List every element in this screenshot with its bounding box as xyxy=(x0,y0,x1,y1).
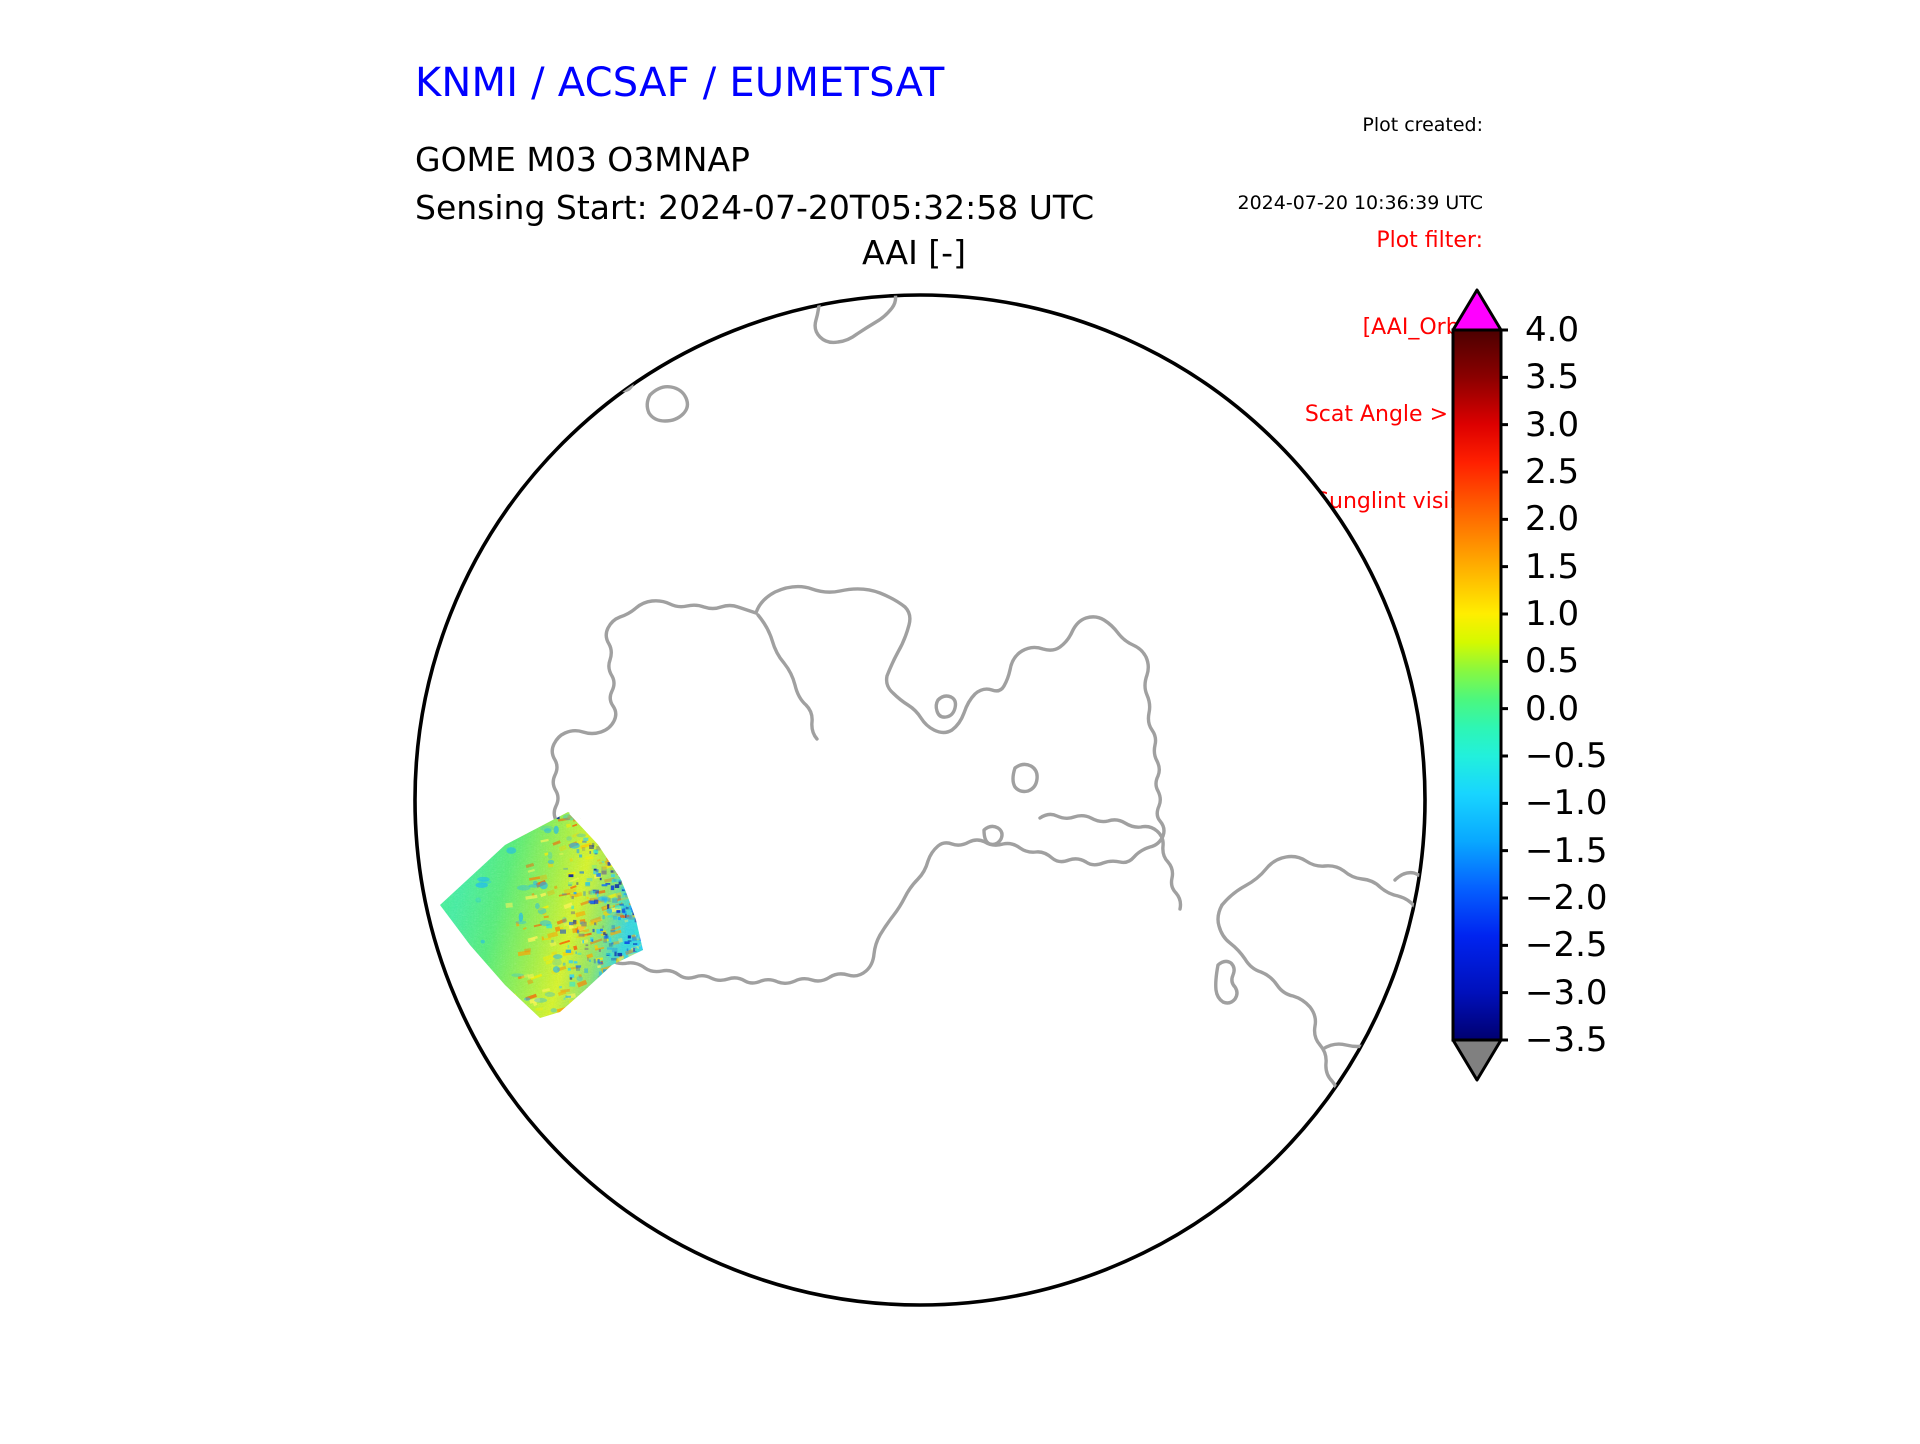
colorbar-over-arrow xyxy=(1451,288,1503,332)
coastline-antarctica xyxy=(550,584,1166,985)
colorbar-tick-label: 4.0 xyxy=(1525,310,1580,350)
colorbar-tick-label: 3.5 xyxy=(1525,357,1580,398)
coastline-island-small-a xyxy=(982,824,1004,847)
organisation-title: KNMI / ACSAF / EUMETSAT xyxy=(415,60,945,106)
colorbar-tick-label: 2.5 xyxy=(1525,452,1580,492)
colorbar-tick-label: 1.0 xyxy=(1525,594,1580,634)
coastline-new-zealand-south xyxy=(813,295,899,345)
colorbar-body xyxy=(1451,328,1503,1042)
colorbar-tick-label: −3.0 xyxy=(1525,972,1608,1013)
coastline-antarctic-peninsula xyxy=(1038,812,1183,911)
colorbar-under-arrow xyxy=(1451,1038,1503,1082)
colorbar-svg xyxy=(1451,288,1518,1082)
colorbar-tick-label: −0.5 xyxy=(1525,736,1608,776)
colorbar-tick-label: −2.5 xyxy=(1525,925,1608,966)
colorbar-tick-label: 3.0 xyxy=(1525,404,1580,445)
coastline-falklands xyxy=(1214,959,1239,1005)
quantity-title: AAI [-] xyxy=(862,233,966,272)
plot-filter-title: Plot filter: xyxy=(1376,228,1483,253)
colorbar-tick-label: 0.0 xyxy=(1525,688,1580,729)
coastline-tasmania xyxy=(645,384,690,423)
colorbar-tick-label: 2.0 xyxy=(1525,499,1580,540)
coastline-island-alexander xyxy=(1011,762,1039,794)
coastline-south-america xyxy=(1220,854,1417,909)
sensing-start-label: Sensing Start: 2024-07-20T05:32:58 UTC xyxy=(415,188,1095,227)
colorbar-tick-label: −1.0 xyxy=(1525,783,1608,824)
map-limb-circle xyxy=(413,293,1427,1307)
coastline-south-america-coast xyxy=(1216,903,1343,1120)
colorbar-tick-labels: 4.0 3.5 3.0 2.5 2.0 1.5 1.0 0.5 0.0 −0.5 −1.0 −1.5 −… xyxy=(1525,285,1705,1085)
colorbar-tick-label: −2.0 xyxy=(1525,878,1608,918)
colorbar-tick-label: −1.5 xyxy=(1525,830,1608,871)
coastline-island-berkner xyxy=(934,694,958,719)
coastline-ross-embayment xyxy=(756,613,819,741)
colorbar-tick-label: 0.5 xyxy=(1525,641,1580,682)
plot-created-block: Plot created: 2024-07-20 10:36:39 UTC xyxy=(1238,60,1484,242)
colorbar-tick-label: −3.5 xyxy=(1525,1020,1608,1060)
coastline-new-zealand-north xyxy=(881,238,922,270)
colorbar-tick-label: 1.5 xyxy=(1525,546,1580,587)
colorbar xyxy=(1448,285,1518,1085)
product-title: GOME M03 O3MNAP xyxy=(415,140,750,179)
plot-created-label: Plot created: xyxy=(1362,114,1483,136)
plot-created-time: 2024-07-20 10:36:39 UTC xyxy=(1237,192,1484,214)
